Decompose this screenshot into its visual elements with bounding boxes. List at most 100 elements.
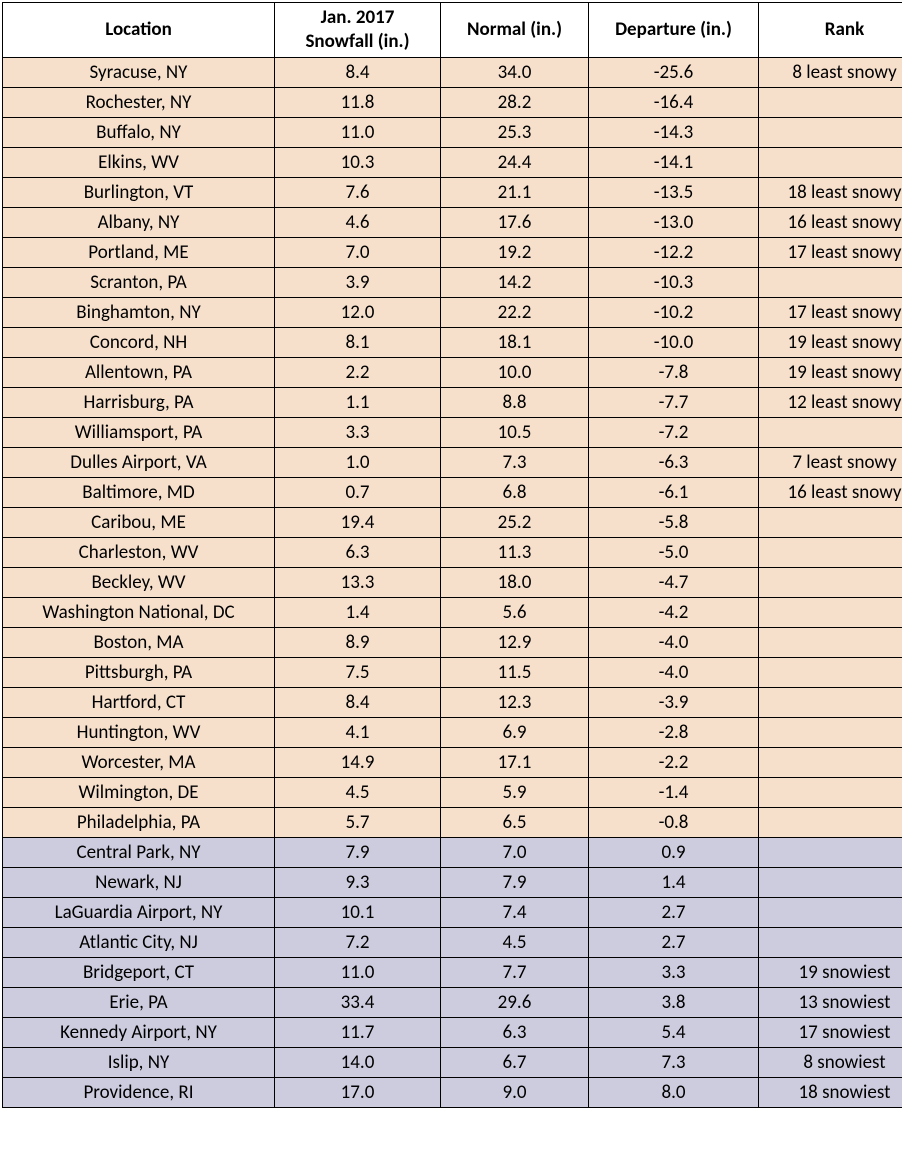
cell-location: Boston, MA bbox=[3, 627, 275, 657]
cell-snowfall: 8.1 bbox=[275, 327, 441, 357]
cell-location: Newark, NJ bbox=[3, 867, 275, 897]
table-row: Pittsburgh, PA7.511.5-4.0 bbox=[3, 657, 902, 687]
cell-normal: 24.4 bbox=[441, 147, 589, 177]
cell-snowfall: 14.9 bbox=[275, 747, 441, 777]
cell-rank: 17 least snowy bbox=[759, 237, 902, 267]
cell-normal: 18.0 bbox=[441, 567, 589, 597]
cell-departure: -10.3 bbox=[589, 267, 759, 297]
cell-snowfall: 10.3 bbox=[275, 147, 441, 177]
cell-rank: 12 least snowy bbox=[759, 387, 902, 417]
cell-location: Worcester, MA bbox=[3, 747, 275, 777]
cell-normal: 18.1 bbox=[441, 327, 589, 357]
cell-location: Bridgeport, CT bbox=[3, 957, 275, 987]
cell-rank: 8 snowiest bbox=[759, 1047, 902, 1077]
cell-location: Philadelphia, PA bbox=[3, 807, 275, 837]
cell-departure: -0.8 bbox=[589, 807, 759, 837]
cell-normal: 10.0 bbox=[441, 357, 589, 387]
snowfall-table: Location Jan. 2017Snowfall (in.) Normal … bbox=[2, 2, 902, 1108]
cell-snowfall: 11.0 bbox=[275, 957, 441, 987]
cell-location: Harrisburg, PA bbox=[3, 387, 275, 417]
cell-snowfall: 7.2 bbox=[275, 927, 441, 957]
cell-rank bbox=[759, 417, 902, 447]
cell-normal: 11.5 bbox=[441, 657, 589, 687]
cell-snowfall: 7.0 bbox=[275, 237, 441, 267]
table-row: Scranton, PA3.914.2-10.3 bbox=[3, 267, 902, 297]
cell-snowfall: 2.2 bbox=[275, 357, 441, 387]
cell-normal: 25.3 bbox=[441, 117, 589, 147]
cell-rank: 19 snowiest bbox=[759, 957, 902, 987]
cell-rank bbox=[759, 87, 902, 117]
cell-snowfall: 11.8 bbox=[275, 87, 441, 117]
cell-rank bbox=[759, 267, 902, 297]
cell-normal: 7.0 bbox=[441, 837, 589, 867]
cell-departure: 2.7 bbox=[589, 927, 759, 957]
table-row: Worcester, MA14.917.1-2.2 bbox=[3, 747, 902, 777]
cell-rank bbox=[759, 927, 902, 957]
cell-normal: 7.4 bbox=[441, 897, 589, 927]
cell-normal: 6.3 bbox=[441, 1017, 589, 1047]
cell-snowfall: 6.3 bbox=[275, 537, 441, 567]
cell-normal: 14.2 bbox=[441, 267, 589, 297]
cell-departure: 3.8 bbox=[589, 987, 759, 1017]
cell-departure: -12.2 bbox=[589, 237, 759, 267]
cell-snowfall: 33.4 bbox=[275, 987, 441, 1017]
col-normal: Normal (in.) bbox=[441, 3, 589, 58]
cell-snowfall: 1.1 bbox=[275, 387, 441, 417]
cell-normal: 25.2 bbox=[441, 507, 589, 537]
cell-location: LaGuardia Airport, NY bbox=[3, 897, 275, 927]
cell-normal: 34.0 bbox=[441, 57, 589, 87]
cell-normal: 8.8 bbox=[441, 387, 589, 417]
cell-snowfall: 3.9 bbox=[275, 267, 441, 297]
cell-departure: 5.4 bbox=[589, 1017, 759, 1047]
cell-departure: -2.2 bbox=[589, 747, 759, 777]
cell-location: Baltimore, MD bbox=[3, 477, 275, 507]
cell-location: Buffalo, NY bbox=[3, 117, 275, 147]
table-row: Providence, RI17.09.08.018 snowiest bbox=[3, 1077, 902, 1107]
cell-snowfall: 11.7 bbox=[275, 1017, 441, 1047]
cell-location: Beckley, WV bbox=[3, 567, 275, 597]
table-row: Kennedy Airport, NY11.76.35.417 snowiest bbox=[3, 1017, 902, 1047]
cell-location: Caribou, ME bbox=[3, 507, 275, 537]
cell-snowfall: 12.0 bbox=[275, 297, 441, 327]
table-row: Burlington, VT7.621.1-13.518 least snowy bbox=[3, 177, 902, 207]
cell-departure: -14.1 bbox=[589, 147, 759, 177]
cell-departure: -25.6 bbox=[589, 57, 759, 87]
cell-snowfall: 8.9 bbox=[275, 627, 441, 657]
cell-snowfall: 4.6 bbox=[275, 207, 441, 237]
cell-rank bbox=[759, 897, 902, 927]
cell-departure: 0.9 bbox=[589, 837, 759, 867]
cell-snowfall: 8.4 bbox=[275, 57, 441, 87]
cell-snowfall: 8.4 bbox=[275, 687, 441, 717]
cell-snowfall: 5.7 bbox=[275, 807, 441, 837]
cell-departure: -14.3 bbox=[589, 117, 759, 147]
cell-departure: -4.2 bbox=[589, 597, 759, 627]
col-departure: Departure (in.) bbox=[589, 3, 759, 58]
cell-location: Concord, NH bbox=[3, 327, 275, 357]
table-row: Atlantic City, NJ7.24.52.7 bbox=[3, 927, 902, 957]
cell-normal: 12.3 bbox=[441, 687, 589, 717]
table-header: Location Jan. 2017Snowfall (in.) Normal … bbox=[3, 3, 902, 58]
cell-snowfall: 3.3 bbox=[275, 417, 441, 447]
cell-rank: 17 least snowy bbox=[759, 297, 902, 327]
table-row: Islip, NY14.06.77.38 snowiest bbox=[3, 1047, 902, 1077]
col-location: Location bbox=[3, 3, 275, 58]
cell-departure: -16.4 bbox=[589, 87, 759, 117]
cell-rank bbox=[759, 147, 902, 177]
table-row: Albany, NY4.617.6-13.016 least snowy bbox=[3, 207, 902, 237]
cell-departure: -7.8 bbox=[589, 357, 759, 387]
table-row: Allentown, PA2.210.0-7.819 least snowy bbox=[3, 357, 902, 387]
cell-snowfall: 11.0 bbox=[275, 117, 441, 147]
cell-rank bbox=[759, 507, 902, 537]
cell-departure: -10.0 bbox=[589, 327, 759, 357]
table-row: Dulles Airport, VA1.07.3-6.37 least snow… bbox=[3, 447, 902, 477]
cell-snowfall: 17.0 bbox=[275, 1077, 441, 1107]
cell-location: Atlantic City, NJ bbox=[3, 927, 275, 957]
cell-snowfall: 13.3 bbox=[275, 567, 441, 597]
cell-rank bbox=[759, 807, 902, 837]
cell-location: Burlington, VT bbox=[3, 177, 275, 207]
cell-snowfall: 14.0 bbox=[275, 1047, 441, 1077]
cell-location: Charleston, WV bbox=[3, 537, 275, 567]
table-row: Harrisburg, PA1.18.8-7.712 least snowy bbox=[3, 387, 902, 417]
cell-location: Wilmington, DE bbox=[3, 777, 275, 807]
cell-rank: 19 least snowy bbox=[759, 357, 902, 387]
